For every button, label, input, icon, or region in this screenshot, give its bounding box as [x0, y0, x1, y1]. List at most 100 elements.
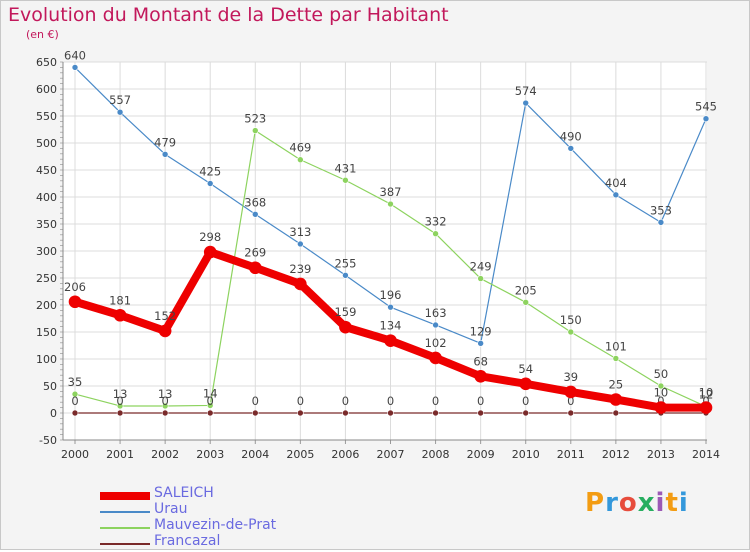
data-label-mauvezin-de-prat: 50 [654, 367, 669, 381]
data-point-urau [297, 240, 304, 248]
data-point-saleich [429, 351, 442, 365]
data-point-francazal [116, 409, 124, 417]
data-label-mauvezin-de-prat: 387 [380, 185, 402, 199]
data-point-mauvezin-de-prat [251, 127, 259, 134]
data-point-francazal [206, 409, 214, 417]
data-label-mauvezin-de-prat: 14 [203, 386, 218, 400]
data-label-francazal: 0 [116, 394, 123, 408]
y-tick-label: 300 [36, 245, 57, 258]
data-label-urau: 574 [515, 84, 537, 98]
legend-label: SALEICH [154, 485, 214, 501]
data-label-francazal: 0 [252, 394, 259, 408]
y-tick-label: 250 [36, 272, 57, 285]
data-point-francazal [432, 409, 439, 417]
data-point-francazal [342, 409, 349, 417]
data-point-saleich [519, 377, 533, 391]
data-label-saleich: 159 [334, 305, 356, 319]
data-label-saleich: 10 [699, 386, 714, 400]
data-label-mauvezin-de-prat: 12 [699, 388, 714, 402]
x-tick-label: 2006 [331, 448, 359, 461]
data-point-mauvezin-de-prat [297, 156, 304, 164]
data-point-urau [657, 219, 665, 226]
data-label-francazal: 0 [387, 394, 394, 408]
data-point-urau [71, 64, 79, 71]
data-point-mauvezin-de-prat [387, 200, 394, 208]
data-point-saleich [158, 324, 172, 338]
data-point-urau [251, 210, 259, 218]
data-point-saleich [564, 385, 578, 399]
data-label-francazal: 0 [567, 394, 574, 408]
data-point-mauvezin-de-prat [522, 298, 530, 306]
data-point-francazal [71, 409, 79, 417]
data-point-saleich [654, 401, 668, 414]
data-label-urau: 545 [695, 100, 717, 114]
data-label-saleich: 239 [289, 262, 311, 276]
x-tick-label: 2014 [692, 448, 720, 461]
logo-letter: P [585, 488, 606, 518]
data-label-mauvezin-de-prat: 249 [470, 260, 492, 274]
data-label-francazal: 0 [522, 394, 529, 408]
data-point-mauvezin-de-prat [612, 355, 620, 362]
data-label-saleich: 152 [154, 309, 176, 323]
data-label-mauvezin-de-prat: 35 [68, 375, 83, 389]
data-label-urau: 368 [244, 195, 266, 209]
data-point-saleich [248, 261, 262, 275]
y-tick-label: -50 [39, 434, 57, 447]
data-point-urau [567, 145, 575, 152]
data-label-urau: 557 [109, 93, 131, 107]
unit-label: (en €) [26, 28, 59, 41]
data-point-francazal [251, 409, 259, 417]
data-label-saleich: 68 [473, 354, 488, 368]
data-label-saleich: 269 [244, 246, 266, 260]
data-label-francazal: 0 [71, 394, 78, 408]
data-label-francazal: 0 [297, 394, 304, 408]
data-point-saleich [203, 245, 217, 259]
data-point-mauvezin-de-prat [342, 176, 349, 184]
data-label-urau: 479 [154, 135, 176, 149]
y-tick-label: 100 [36, 353, 57, 366]
data-point-saleich [294, 277, 307, 291]
y-tick-label: 0 [50, 407, 57, 420]
data-point-francazal [477, 409, 484, 417]
data-point-urau [116, 108, 124, 116]
legend-swatch [100, 527, 150, 529]
data-label-saleich: 134 [380, 319, 402, 333]
chart-title: Evolution du Montant de la Dette par Hab… [8, 4, 449, 26]
data-point-mauvezin-de-prat [657, 382, 665, 390]
data-label-mauvezin-de-prat: 332 [425, 215, 447, 229]
x-tick-label: 2001 [106, 448, 134, 461]
data-label-urau: 353 [650, 203, 672, 217]
x-tick-label: 2011 [557, 448, 585, 461]
data-point-urau [206, 180, 214, 187]
data-label-urau: 490 [560, 129, 582, 143]
data-label-urau: 163 [425, 306, 447, 320]
data-point-urau [522, 99, 530, 107]
data-label-francazal: 0 [161, 394, 168, 408]
logo-letter: i [655, 488, 666, 518]
x-tick-label: 2003 [196, 448, 224, 461]
data-label-urau: 404 [605, 176, 627, 190]
data-point-urau [612, 191, 620, 199]
x-tick-label: 2010 [512, 448, 540, 461]
x-tick-label: 2012 [602, 448, 630, 461]
logo-letter: r [605, 488, 619, 518]
data-label-francazal: 0 [702, 394, 709, 408]
data-label-saleich: 102 [425, 336, 447, 350]
data-label-saleich: 181 [109, 293, 131, 307]
data-point-urau [342, 271, 349, 279]
y-tick-label: 150 [36, 326, 57, 339]
legend-label: Francazal [154, 533, 221, 549]
data-label-mauvezin-de-prat: 101 [605, 339, 627, 353]
legend-swatch [100, 492, 150, 500]
data-point-urau [161, 151, 169, 158]
data-point-saleich [339, 320, 352, 334]
data-point-mauvezin-de-prat [432, 230, 439, 238]
logo-letter: i [678, 488, 689, 518]
data-label-saleich: 39 [563, 370, 578, 384]
data-label-urau: 129 [470, 324, 492, 338]
data-label-mauvezin-de-prat: 13 [158, 387, 173, 401]
data-label-mauvezin-de-prat: 205 [515, 283, 537, 297]
data-point-saleich [699, 401, 713, 414]
proxiti-logo: Proxiti [585, 488, 689, 518]
